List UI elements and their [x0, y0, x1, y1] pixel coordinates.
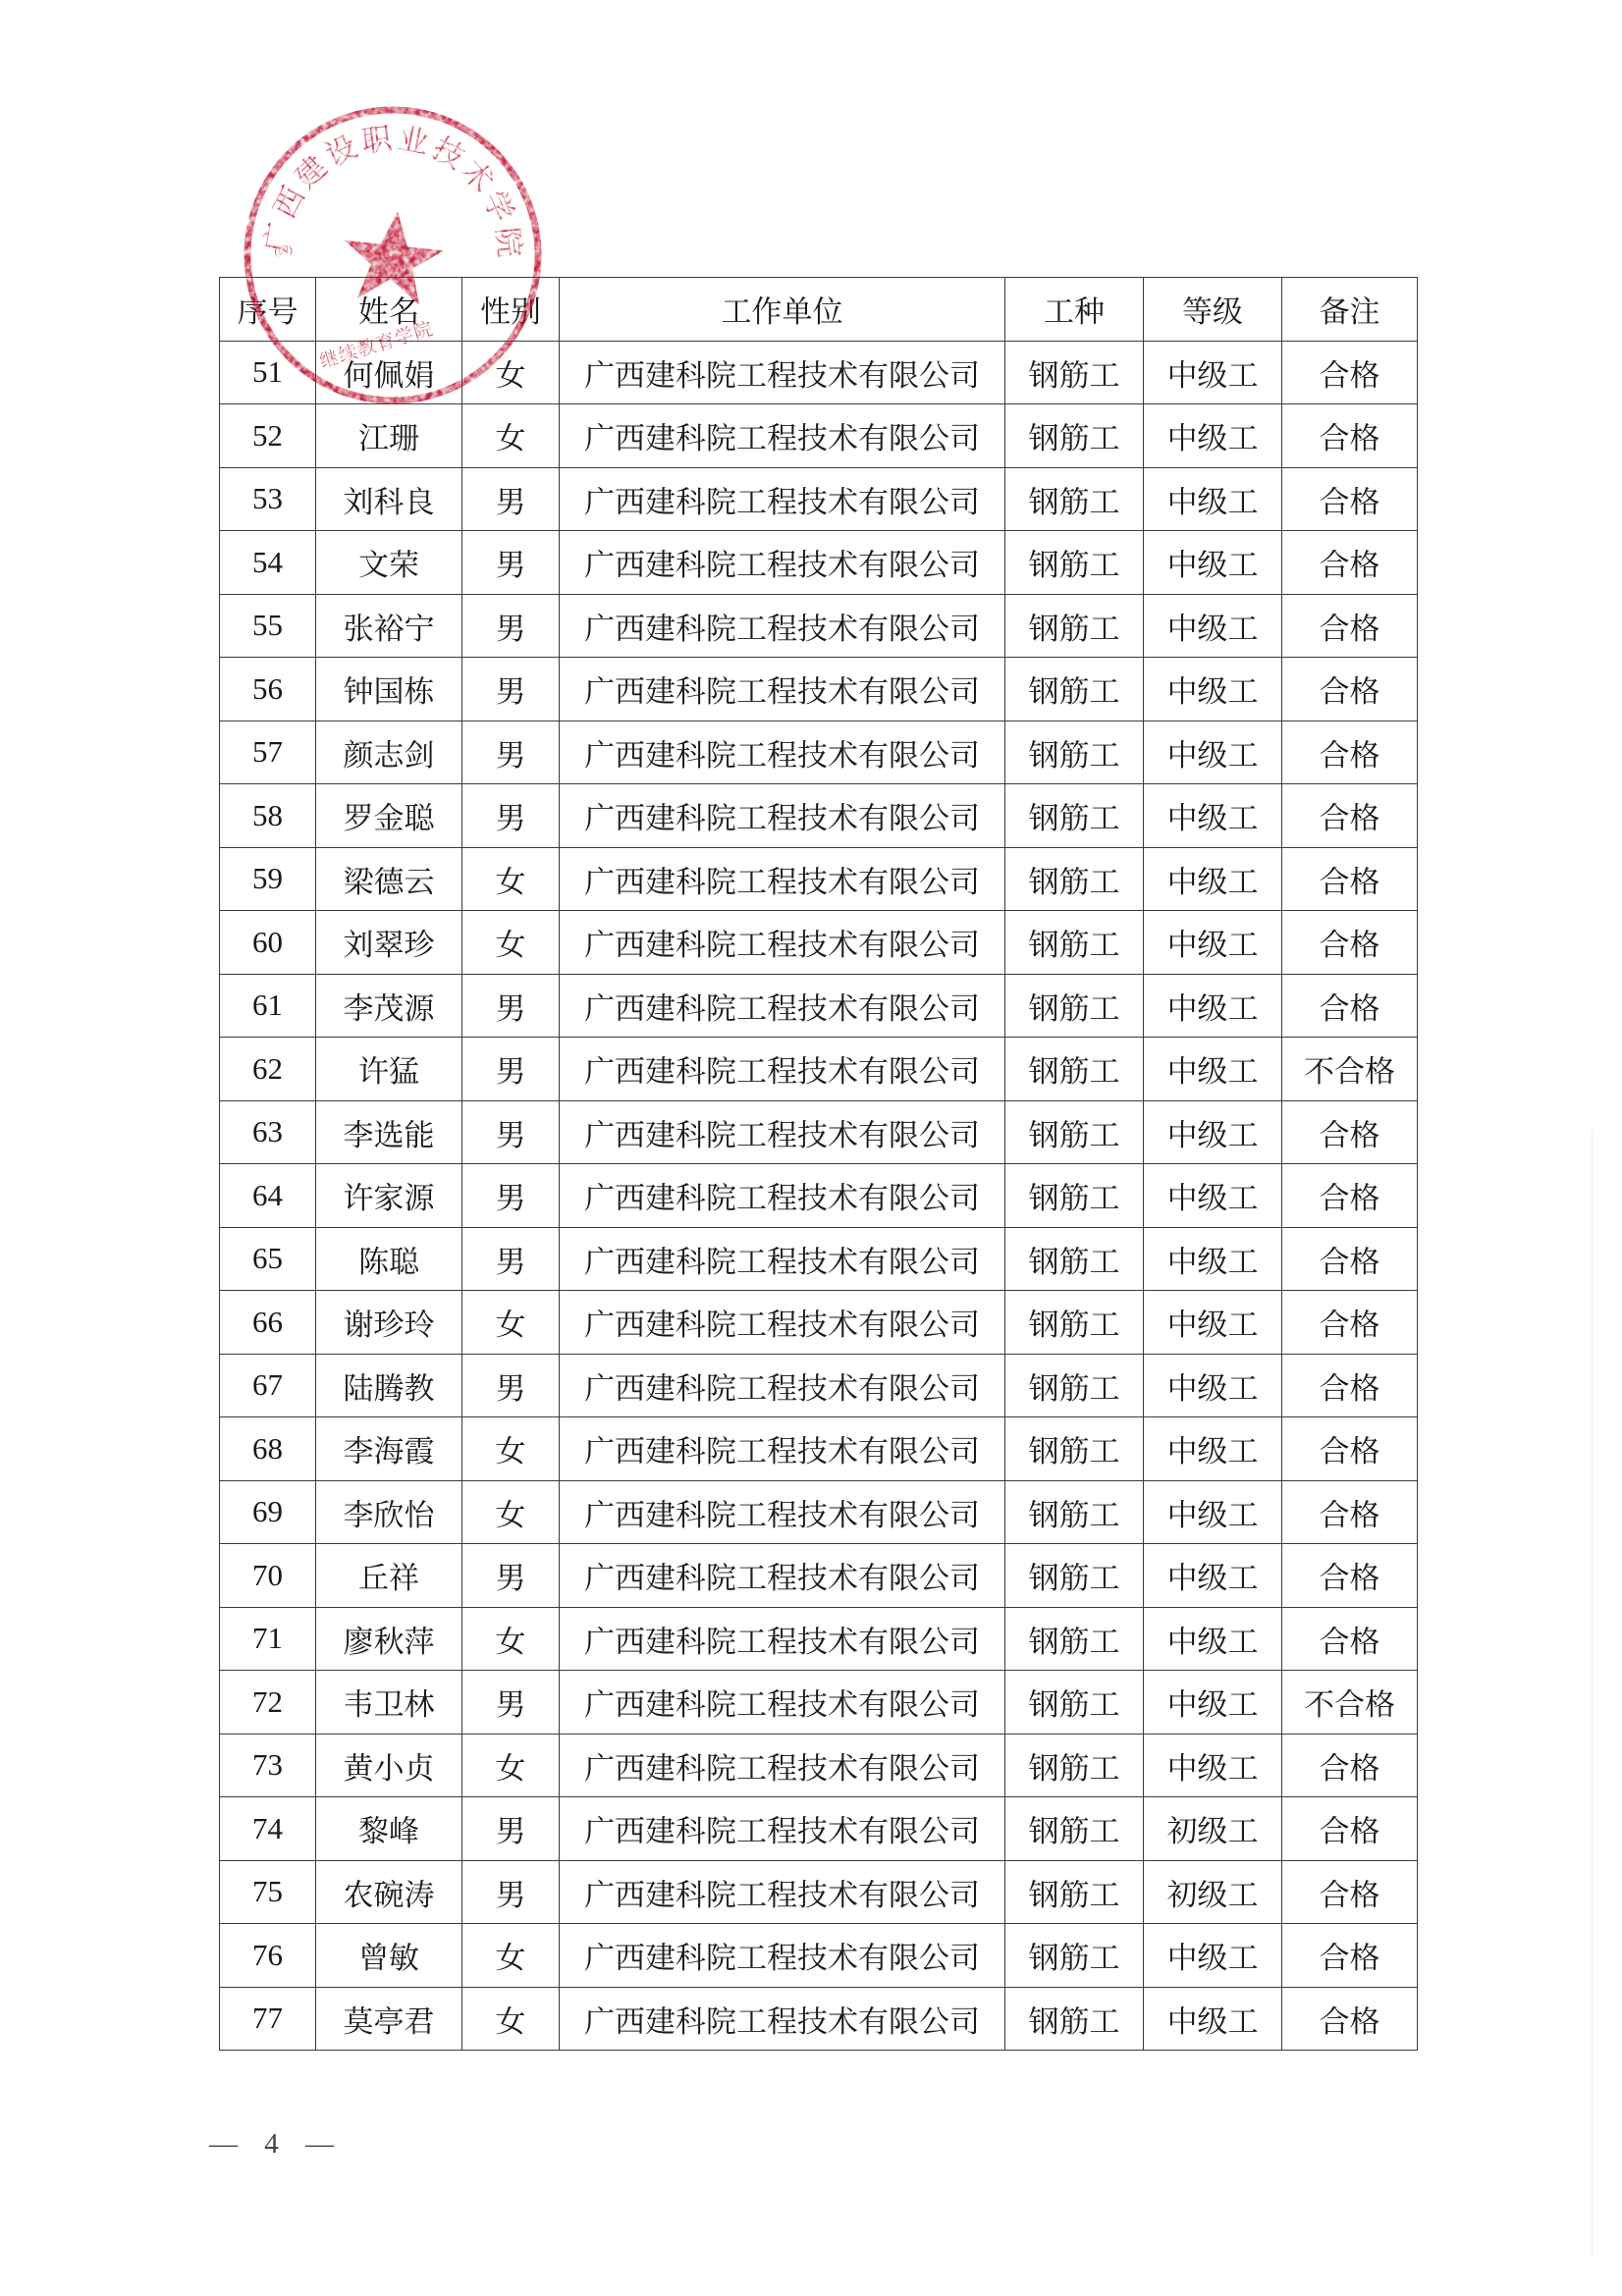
svg-text:(四): (四) [274, 243, 294, 257]
svg-text:继续教育学院: 继续教育学院 [317, 318, 436, 373]
